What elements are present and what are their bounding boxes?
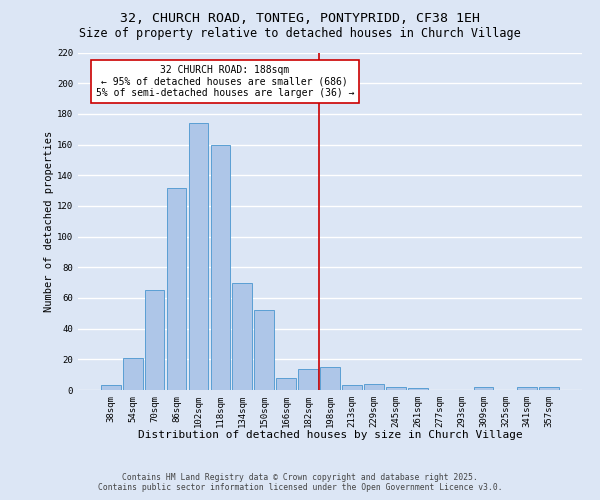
- Bar: [342, 386, 362, 390]
- Y-axis label: Number of detached properties: Number of detached properties: [44, 130, 54, 312]
- Bar: [211, 144, 230, 390]
- Bar: [188, 123, 208, 390]
- Bar: [254, 310, 274, 390]
- Text: Size of property relative to detached houses in Church Village: Size of property relative to detached ho…: [79, 28, 521, 40]
- Bar: [408, 388, 428, 390]
- Bar: [101, 386, 121, 390]
- Bar: [539, 387, 559, 390]
- Bar: [517, 387, 537, 390]
- Text: Contains HM Land Registry data © Crown copyright and database right 2025.
Contai: Contains HM Land Registry data © Crown c…: [98, 473, 502, 492]
- Bar: [145, 290, 164, 390]
- Bar: [364, 384, 384, 390]
- Bar: [298, 368, 318, 390]
- Bar: [123, 358, 143, 390]
- X-axis label: Distribution of detached houses by size in Church Village: Distribution of detached houses by size …: [137, 430, 523, 440]
- Bar: [276, 378, 296, 390]
- Bar: [386, 387, 406, 390]
- Text: 32 CHURCH ROAD: 188sqm
← 95% of detached houses are smaller (686)
5% of semi-det: 32 CHURCH ROAD: 188sqm ← 95% of detached…: [95, 65, 354, 98]
- Bar: [232, 282, 252, 390]
- Bar: [473, 387, 493, 390]
- Bar: [320, 367, 340, 390]
- Bar: [167, 188, 187, 390]
- Text: 32, CHURCH ROAD, TONTEG, PONTYPRIDD, CF38 1EH: 32, CHURCH ROAD, TONTEG, PONTYPRIDD, CF3…: [120, 12, 480, 26]
